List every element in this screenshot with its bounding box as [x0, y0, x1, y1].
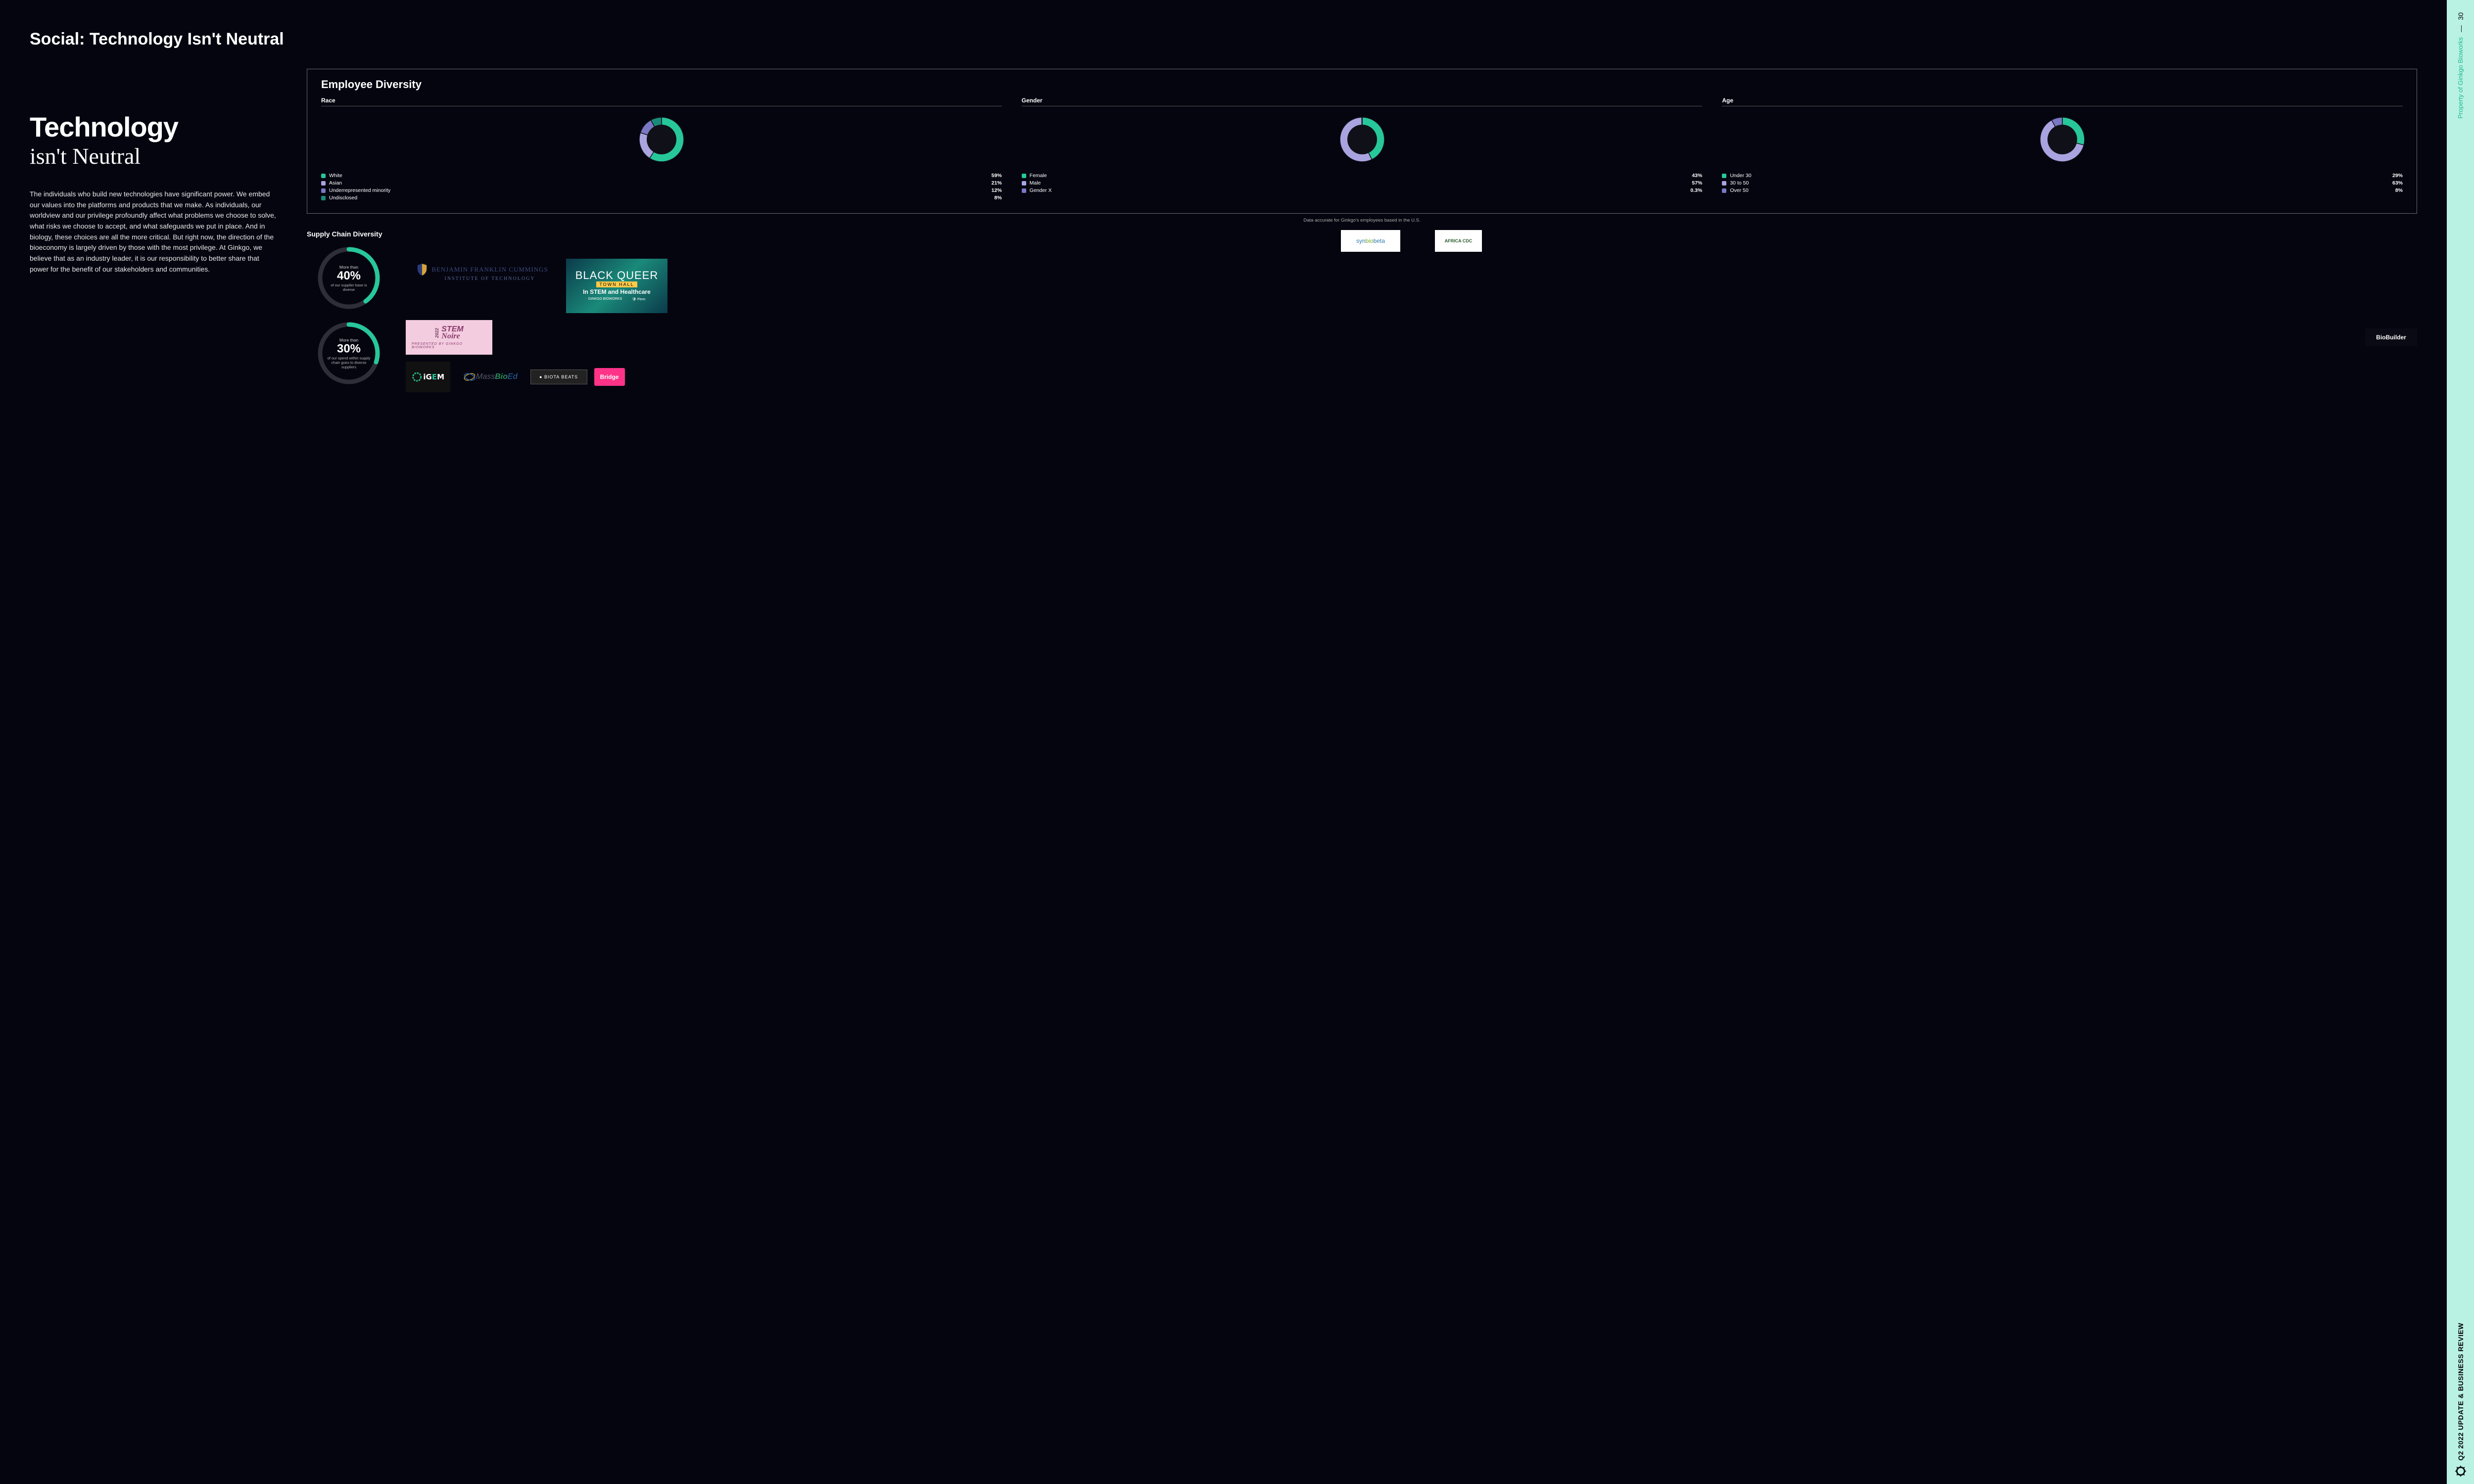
gauge-text: More than 40% of our supplier base is di…	[327, 265, 371, 291]
legend-row: White 59%	[321, 173, 1002, 179]
legend-value: 43%	[1692, 173, 1702, 179]
page-number: 30	[2457, 12, 2465, 20]
legend-label: Over 50	[1730, 187, 2391, 193]
gauge-text: More than 30% of our spend within supply…	[327, 338, 371, 369]
legend-swatch	[1022, 188, 1026, 193]
legend-label: Male	[1030, 180, 1688, 186]
legend-value: 63%	[2392, 180, 2403, 186]
legend-swatch	[1022, 174, 1026, 178]
logo-stem-noire: 2022 STEM Noire PRESENTED BY GINKGO BIOW…	[406, 320, 492, 355]
legend-value: 8%	[994, 195, 1001, 201]
legend-row: Underrepresented minority 12%	[321, 187, 1002, 193]
legend-label: Asian	[329, 180, 988, 186]
property-label: Property of Ginkgo Bioworks	[2457, 37, 2464, 119]
supply-column: Supply Chain Diversity More than 40% of …	[307, 230, 391, 396]
right-column: Employee Diversity Race White 59% Asian …	[307, 69, 2417, 396]
legend-swatch	[321, 188, 326, 193]
donut-column: Age Under 30 29% 30 to 50 63% Over 50 8%	[1722, 97, 2403, 202]
legend-swatch	[321, 174, 326, 178]
legend-value: 8%	[2395, 187, 2403, 193]
legend-row: Undisclosed 8%	[321, 195, 1002, 201]
diversity-panel: Employee Diversity Race White 59% Asian …	[307, 69, 2417, 214]
donut-category-title: Age	[1722, 97, 2403, 106]
legend-value: 12%	[992, 187, 1002, 193]
content-row: Technology isn't Neutral The individuals…	[30, 69, 2417, 396]
legend-row: Over 50 8%	[1722, 187, 2403, 193]
legend-row: 30 to 50 63%	[1722, 180, 2403, 186]
supply-title: Supply Chain Diversity	[307, 230, 391, 238]
donut-column: Gender Female 43% Male 57% Gender X 0.3%	[1022, 97, 1703, 202]
legend-swatch	[321, 181, 326, 186]
legend-label: Undisclosed	[329, 195, 990, 201]
legend-value: 0.3%	[1690, 187, 1702, 193]
gauge-sub: of our supplier base is diverse	[327, 282, 371, 291]
right-sidebar: 30 — Property of Ginkgo Bioworks Q2 2022…	[2447, 0, 2474, 1484]
legend-swatch	[1022, 181, 1026, 186]
page-dash: —	[2457, 25, 2465, 32]
page-title: Social: Technology Isn't Neutral	[30, 30, 2417, 49]
lower-row: Supply Chain Diversity More than 40% of …	[307, 230, 2417, 396]
legend-label: 30 to 50	[1730, 180, 2388, 186]
swirl-icon	[463, 371, 476, 383]
logo-synbiobeta: synbiobeta	[1341, 230, 1400, 252]
logo-black-queer: BLACK QUEER TOWN HALL In STEM and Health…	[566, 259, 667, 313]
gauge-pct: 30%	[327, 343, 371, 356]
review-label: Q2 2022 UPDATE & BUSINESS REVIEW	[2457, 148, 2465, 1461]
donut-category-title: Gender	[1022, 97, 1703, 106]
legend-row: Gender X 0.3%	[1022, 187, 1703, 193]
legend-row: Asian 21%	[321, 180, 1002, 186]
donut-column: Race White 59% Asian 21% Underrepresente…	[321, 97, 1002, 202]
diversity-footnote: Data accurate for Ginkgo's employees bas…	[307, 218, 2417, 223]
gauge-pct: 40%	[327, 270, 371, 282]
legend-row: Male 57%	[1022, 180, 1703, 186]
donut-chart	[634, 112, 689, 167]
donut-row: Race White 59% Asian 21% Underrepresente…	[321, 97, 2403, 202]
gauge-list: More than 40% of our supplier base is di…	[307, 246, 391, 385]
legend-swatch	[1722, 174, 1726, 178]
headline-bold: Technology	[30, 113, 287, 141]
logo-bridge: Bridge	[594, 368, 625, 386]
legend-swatch	[321, 196, 326, 200]
logo-igem: iGEM	[406, 362, 450, 392]
diversity-title: Employee Diversity	[321, 78, 2403, 91]
donut-chart	[2035, 112, 2090, 167]
logo-massbioed: MassBioEd	[457, 366, 523, 388]
legend-swatch	[1722, 181, 1726, 186]
headline-serif: isn't Neutral	[30, 143, 287, 169]
donut-category-title: Race	[321, 97, 1002, 106]
legend-swatch	[1722, 188, 1726, 193]
legend-value: 29%	[2392, 173, 2403, 179]
left-column: Technology isn't Neutral The individuals…	[30, 69, 287, 396]
donut-chart	[1335, 112, 1389, 167]
legend-label: White	[329, 173, 988, 179]
legend-label: Underrepresented minority	[329, 187, 988, 193]
legend-value: 21%	[992, 180, 1002, 186]
ginkgo-gear-icon	[2455, 1466, 2466, 1477]
legend-row: Female 43%	[1022, 173, 1703, 179]
legend-label: Under 30	[1730, 173, 2388, 179]
logo-biota-beats: ● BIOTA BEATS	[530, 370, 587, 384]
supply-gauge: More than 30% of our spend within supply…	[307, 321, 391, 385]
gear-icon	[412, 371, 422, 383]
slide-body: Social: Technology Isn't Neutral Technol…	[0, 0, 2447, 1484]
logo-benjamin-franklin: BENJAMIN FRANKLIN CUMMINGS INSTITUTE OF …	[406, 259, 559, 286]
supply-gauge: More than 40% of our supplier base is di…	[307, 246, 391, 310]
logo-africa-cdc: AFRICA CDC	[1435, 230, 1482, 252]
legend-value: 59%	[992, 173, 1002, 179]
logo-grid: synbiobeta AFRICA CDC	[406, 230, 2417, 396]
gauge-sub: of our spend within supply chain goes to…	[327, 356, 371, 369]
legend-row: Under 30 29%	[1722, 173, 2403, 179]
legend-label: Gender X	[1030, 187, 1687, 193]
logo-biobuilder: BioBuilder	[2365, 328, 2417, 346]
body-paragraph: The individuals who build new technologi…	[30, 189, 277, 275]
shield-icon	[417, 263, 428, 276]
legend-value: 57%	[1692, 180, 1702, 186]
legend-label: Female	[1030, 173, 1688, 179]
